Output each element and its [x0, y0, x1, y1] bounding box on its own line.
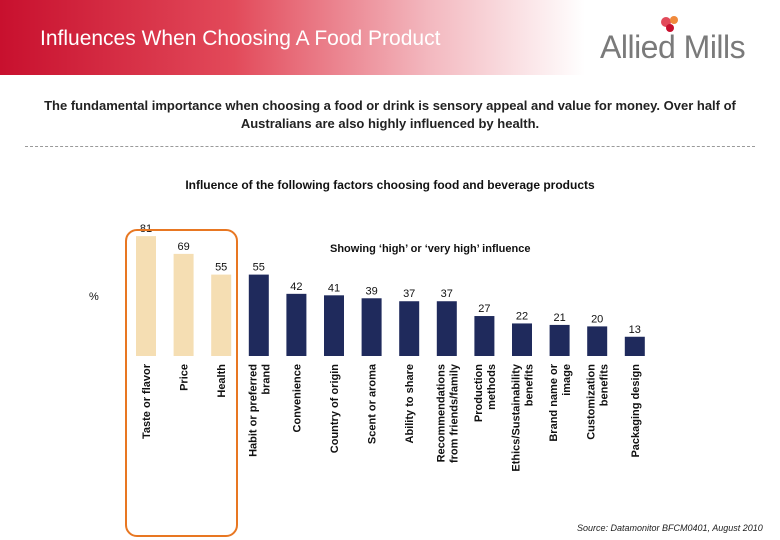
bar-value-label: 22 [516, 310, 528, 322]
bar-2 [211, 274, 232, 356]
chart-subtitle: Showing ‘high’ or ‘very high’ influence [330, 243, 531, 255]
bar-3 [248, 274, 269, 356]
bar-value-label: 69 [177, 241, 189, 253]
category-label: Ethics/Sustainabilitybenefits [511, 363, 536, 471]
category-label: Price [179, 364, 191, 391]
bar-value-label: 39 [365, 285, 377, 297]
bar-value-label: 55 [215, 262, 227, 274]
category-label: Packaging design [630, 364, 642, 458]
bar-13 [624, 336, 645, 356]
category-label: Productionmethods [473, 364, 498, 422]
category-label: Country of origin [329, 364, 341, 453]
bar-10 [512, 323, 532, 356]
bar-value-label: 27 [478, 303, 490, 315]
logo-flower-icon [661, 16, 678, 32]
bar-6 [361, 298, 382, 356]
bar-8 [436, 301, 457, 356]
page-title: Influences When Choosing A Food Product [40, 27, 441, 50]
bar-value-label: 20 [591, 313, 603, 325]
bar-value-label: 55 [253, 262, 265, 274]
brand-name: Allied Mills [600, 29, 746, 65]
header-banner: Influences When Choosing A Food Product … [0, 0, 780, 75]
summary-box: The fundamental importance when choosing… [25, 88, 755, 147]
chart-title: Influence of the following factors choos… [185, 178, 595, 192]
bar-7 [399, 301, 420, 356]
bar-5 [324, 295, 344, 356]
highlight-frame [125, 229, 238, 537]
bar-4 [286, 293, 307, 356]
category-label: Customizationbenefits [586, 364, 611, 440]
category-label: Ability to share [404, 364, 416, 443]
bar-value-label: 37 [441, 288, 453, 300]
bar-0 [136, 236, 156, 356]
brand-logo: Allied Mills [600, 14, 770, 69]
bar-12 [587, 326, 608, 356]
bar-1 [173, 253, 194, 356]
category-label: Health [216, 364, 228, 398]
source-note: Source: Datamonitor BFCM0401, August 201… [577, 523, 763, 533]
category-label: Convenience [291, 364, 303, 432]
bar-value-label: 13 [629, 324, 641, 336]
bar-9 [474, 316, 495, 356]
y-axis-unit: % [89, 291, 99, 303]
category-label: Brand name orimage [548, 363, 573, 441]
category-label: Taste or flavor [141, 363, 153, 439]
bar-value-label: 37 [403, 288, 415, 300]
category-label: Recommendationsfrom friends/family [435, 363, 460, 463]
bar-value-label: 42 [290, 281, 302, 293]
bar-value-label: 41 [328, 282, 340, 294]
summary-text: The fundamental importance when choosing… [44, 98, 736, 131]
category-label: Scent or aroma [367, 363, 379, 444]
category-label: Habit or preferredbrand [247, 364, 272, 457]
bar-value-label: 21 [553, 312, 565, 324]
bar-11 [549, 324, 570, 356]
